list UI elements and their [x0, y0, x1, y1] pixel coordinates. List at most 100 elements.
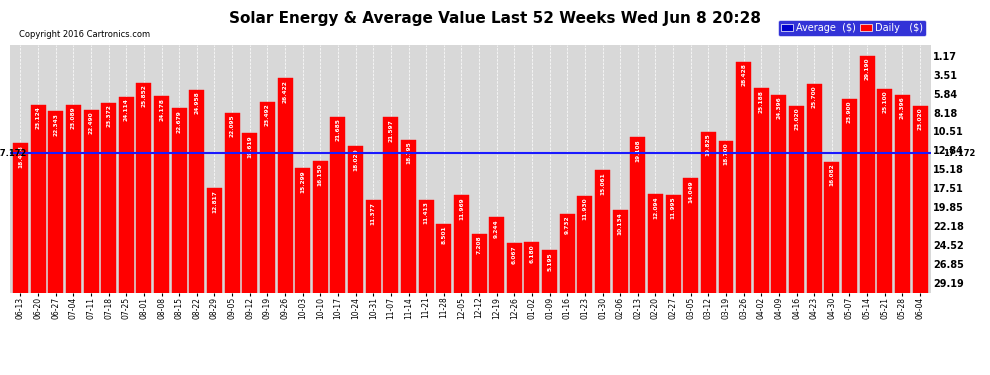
Bar — [737, 62, 751, 292]
Text: 16.082: 16.082 — [830, 164, 835, 186]
Bar — [101, 103, 116, 292]
Bar — [260, 102, 275, 292]
Text: 24.396: 24.396 — [900, 96, 905, 119]
Bar — [525, 242, 540, 292]
Text: 18.418: 18.418 — [18, 145, 23, 168]
Bar — [471, 234, 486, 292]
Text: 25.852: 25.852 — [142, 84, 147, 107]
Text: 12.817: 12.817 — [212, 190, 217, 213]
Text: 29.190: 29.190 — [864, 57, 869, 80]
Text: 19.825: 19.825 — [706, 133, 711, 156]
Bar — [507, 243, 522, 292]
Text: 22.490: 22.490 — [88, 112, 93, 134]
Bar — [807, 84, 822, 292]
Text: 18.700: 18.700 — [724, 142, 729, 165]
Bar — [207, 189, 222, 292]
Bar — [171, 108, 187, 292]
Text: 21.685: 21.685 — [336, 118, 341, 141]
Text: 25.100: 25.100 — [882, 90, 887, 113]
Text: 23.020: 23.020 — [794, 107, 799, 130]
Bar — [189, 90, 204, 292]
Text: 11.413: 11.413 — [424, 201, 429, 224]
Text: 23.020: 23.020 — [918, 107, 923, 130]
Text: 23.372: 23.372 — [106, 105, 111, 128]
Text: 22.095: 22.095 — [230, 115, 235, 138]
Text: 25.700: 25.700 — [812, 86, 817, 108]
Text: 8.501: 8.501 — [442, 225, 446, 244]
Text: 22.679: 22.679 — [177, 110, 182, 133]
Text: 9.732: 9.732 — [564, 215, 570, 234]
Bar — [295, 168, 310, 292]
Text: 21.597: 21.597 — [388, 119, 393, 142]
Bar — [665, 195, 680, 292]
Legend: Average  ($), Daily   ($): Average ($), Daily ($) — [778, 20, 926, 36]
Text: Solar Energy & Average Value Last 52 Weeks Wed Jun 8 20:28: Solar Energy & Average Value Last 52 Wee… — [229, 11, 761, 26]
Bar — [454, 195, 469, 292]
Text: 24.178: 24.178 — [159, 98, 164, 121]
Text: 7.208: 7.208 — [476, 236, 481, 254]
Text: 6.180: 6.180 — [530, 244, 535, 262]
Bar — [313, 162, 328, 292]
Text: 15.061: 15.061 — [600, 172, 605, 195]
Bar — [83, 110, 99, 292]
Text: 10.134: 10.134 — [618, 212, 623, 235]
Bar — [401, 140, 416, 292]
Bar — [137, 83, 151, 292]
Bar — [595, 170, 610, 292]
Text: 11.377: 11.377 — [370, 202, 376, 225]
Text: 25.188: 25.188 — [758, 90, 763, 112]
Text: 23.124: 23.124 — [36, 106, 41, 129]
Bar — [877, 89, 892, 292]
Text: 28.428: 28.428 — [742, 63, 746, 86]
Text: 24.114: 24.114 — [124, 99, 129, 122]
Bar — [437, 224, 451, 292]
Bar — [543, 251, 557, 292]
Text: 26.422: 26.422 — [282, 80, 287, 103]
Text: 11.995: 11.995 — [670, 197, 675, 219]
Bar — [825, 162, 840, 292]
Bar — [13, 143, 28, 292]
Bar — [365, 200, 381, 292]
Bar — [683, 178, 698, 292]
Text: 23.089: 23.089 — [71, 107, 76, 129]
Text: 18.020: 18.020 — [353, 148, 358, 171]
Bar — [631, 138, 645, 292]
Bar — [753, 88, 769, 292]
Bar — [243, 133, 257, 292]
Bar — [119, 97, 134, 292]
Bar — [419, 200, 434, 292]
Text: 15.299: 15.299 — [300, 170, 305, 193]
Text: 23.900: 23.900 — [847, 100, 852, 123]
Bar — [348, 146, 363, 292]
Bar — [895, 94, 910, 292]
Text: 9.244: 9.244 — [494, 219, 499, 238]
Text: 5.195: 5.195 — [547, 252, 552, 271]
Bar — [31, 105, 46, 292]
Text: 19.619: 19.619 — [248, 135, 252, 158]
Bar — [577, 196, 592, 292]
Bar — [66, 105, 81, 292]
Bar — [277, 78, 293, 292]
Text: 17.172: 17.172 — [942, 148, 975, 158]
Bar — [383, 117, 398, 292]
Bar — [613, 210, 628, 292]
Bar — [719, 141, 734, 292]
Bar — [647, 194, 663, 292]
Text: 19.108: 19.108 — [636, 139, 641, 162]
Bar — [913, 106, 928, 292]
Text: 23.492: 23.492 — [265, 104, 270, 126]
Text: 14.049: 14.049 — [688, 180, 693, 203]
Text: 16.150: 16.150 — [318, 163, 323, 186]
Bar — [331, 117, 346, 292]
Text: 24.958: 24.958 — [194, 92, 199, 114]
Bar — [154, 96, 169, 292]
Bar — [49, 111, 63, 292]
Text: Copyright 2016 Cartronics.com: Copyright 2016 Cartronics.com — [19, 30, 150, 39]
Text: 24.396: 24.396 — [776, 96, 781, 119]
Text: 17.172: 17.172 — [0, 148, 27, 158]
Text: 18.795: 18.795 — [406, 142, 411, 164]
Bar — [489, 217, 504, 292]
Text: 11.930: 11.930 — [582, 197, 587, 220]
Bar — [842, 99, 857, 292]
Text: 12.094: 12.094 — [653, 196, 658, 219]
